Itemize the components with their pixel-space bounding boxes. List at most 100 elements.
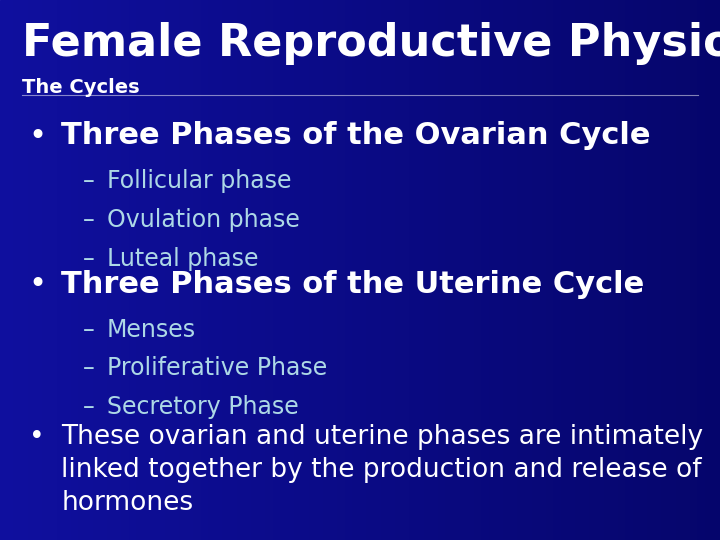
Bar bbox=[684, 0, 691, 540]
Text: •: • bbox=[29, 270, 47, 299]
Bar bbox=[194, 0, 202, 540]
Bar bbox=[331, 0, 338, 540]
Bar bbox=[367, 0, 374, 540]
Bar bbox=[353, 0, 360, 540]
Bar bbox=[230, 0, 238, 540]
Bar bbox=[281, 0, 288, 540]
Bar bbox=[317, 0, 324, 540]
Bar bbox=[274, 0, 281, 540]
Bar bbox=[648, 0, 655, 540]
Bar bbox=[144, 0, 151, 540]
Text: Female Reproductive Physiology: Female Reproductive Physiology bbox=[22, 22, 720, 65]
Bar bbox=[324, 0, 331, 540]
Bar bbox=[439, 0, 446, 540]
Text: Ovulation phase: Ovulation phase bbox=[107, 208, 300, 232]
Text: –: – bbox=[83, 356, 94, 380]
Bar bbox=[266, 0, 274, 540]
Bar bbox=[310, 0, 317, 540]
Bar bbox=[713, 0, 720, 540]
Text: –: – bbox=[83, 395, 94, 419]
Bar bbox=[108, 0, 115, 540]
Text: –: – bbox=[83, 318, 94, 341]
Bar bbox=[122, 0, 130, 540]
Bar bbox=[461, 0, 468, 540]
Bar bbox=[245, 0, 252, 540]
Bar bbox=[626, 0, 634, 540]
Text: Menses: Menses bbox=[107, 318, 196, 341]
Bar bbox=[518, 0, 526, 540]
Text: Three Phases of the Uterine Cycle: Three Phases of the Uterine Cycle bbox=[61, 270, 644, 299]
Bar bbox=[14, 0, 22, 540]
Bar bbox=[403, 0, 410, 540]
Bar bbox=[540, 0, 547, 540]
Bar bbox=[576, 0, 583, 540]
Bar bbox=[50, 0, 58, 540]
Bar bbox=[216, 0, 223, 540]
Text: The Cycles: The Cycles bbox=[22, 78, 139, 97]
Bar bbox=[619, 0, 626, 540]
Bar bbox=[173, 0, 180, 540]
Bar bbox=[86, 0, 94, 540]
Bar bbox=[180, 0, 187, 540]
Bar bbox=[65, 0, 72, 540]
Bar bbox=[29, 0, 36, 540]
Bar bbox=[511, 0, 518, 540]
Bar bbox=[533, 0, 540, 540]
Text: Proliferative Phase: Proliferative Phase bbox=[107, 356, 327, 380]
Bar bbox=[497, 0, 504, 540]
Text: –: – bbox=[83, 208, 94, 232]
Bar bbox=[590, 0, 598, 540]
Bar bbox=[706, 0, 713, 540]
Bar bbox=[7, 0, 14, 540]
Text: –: – bbox=[83, 169, 94, 193]
Bar bbox=[475, 0, 482, 540]
Bar bbox=[410, 0, 418, 540]
Bar bbox=[187, 0, 194, 540]
Bar bbox=[137, 0, 144, 540]
Bar bbox=[389, 0, 396, 540]
Bar bbox=[374, 0, 382, 540]
Bar bbox=[209, 0, 216, 540]
Bar bbox=[202, 0, 209, 540]
Bar bbox=[605, 0, 612, 540]
Bar bbox=[346, 0, 353, 540]
Bar bbox=[166, 0, 173, 540]
Text: Luteal phase: Luteal phase bbox=[107, 247, 258, 271]
Bar bbox=[677, 0, 684, 540]
Bar bbox=[526, 0, 533, 540]
Bar bbox=[547, 0, 554, 540]
Bar bbox=[295, 0, 302, 540]
Bar bbox=[454, 0, 461, 540]
Bar bbox=[288, 0, 295, 540]
Bar bbox=[504, 0, 511, 540]
Bar bbox=[151, 0, 158, 540]
Bar bbox=[72, 0, 79, 540]
Bar bbox=[79, 0, 86, 540]
Bar bbox=[418, 0, 425, 540]
Bar bbox=[238, 0, 245, 540]
Bar bbox=[562, 0, 569, 540]
Bar bbox=[382, 0, 389, 540]
Bar bbox=[655, 0, 662, 540]
Bar bbox=[490, 0, 497, 540]
Bar bbox=[468, 0, 475, 540]
Bar bbox=[612, 0, 619, 540]
Bar bbox=[101, 0, 108, 540]
Bar bbox=[94, 0, 101, 540]
Bar bbox=[432, 0, 439, 540]
Bar bbox=[43, 0, 50, 540]
Bar bbox=[598, 0, 605, 540]
Bar bbox=[569, 0, 576, 540]
Bar bbox=[58, 0, 65, 540]
Bar bbox=[223, 0, 230, 540]
Bar bbox=[670, 0, 677, 540]
Bar bbox=[425, 0, 432, 540]
Bar bbox=[360, 0, 367, 540]
Bar bbox=[698, 0, 706, 540]
Bar bbox=[259, 0, 266, 540]
Bar bbox=[662, 0, 670, 540]
Bar bbox=[583, 0, 590, 540]
Bar bbox=[338, 0, 346, 540]
Bar bbox=[252, 0, 259, 540]
Bar bbox=[302, 0, 310, 540]
